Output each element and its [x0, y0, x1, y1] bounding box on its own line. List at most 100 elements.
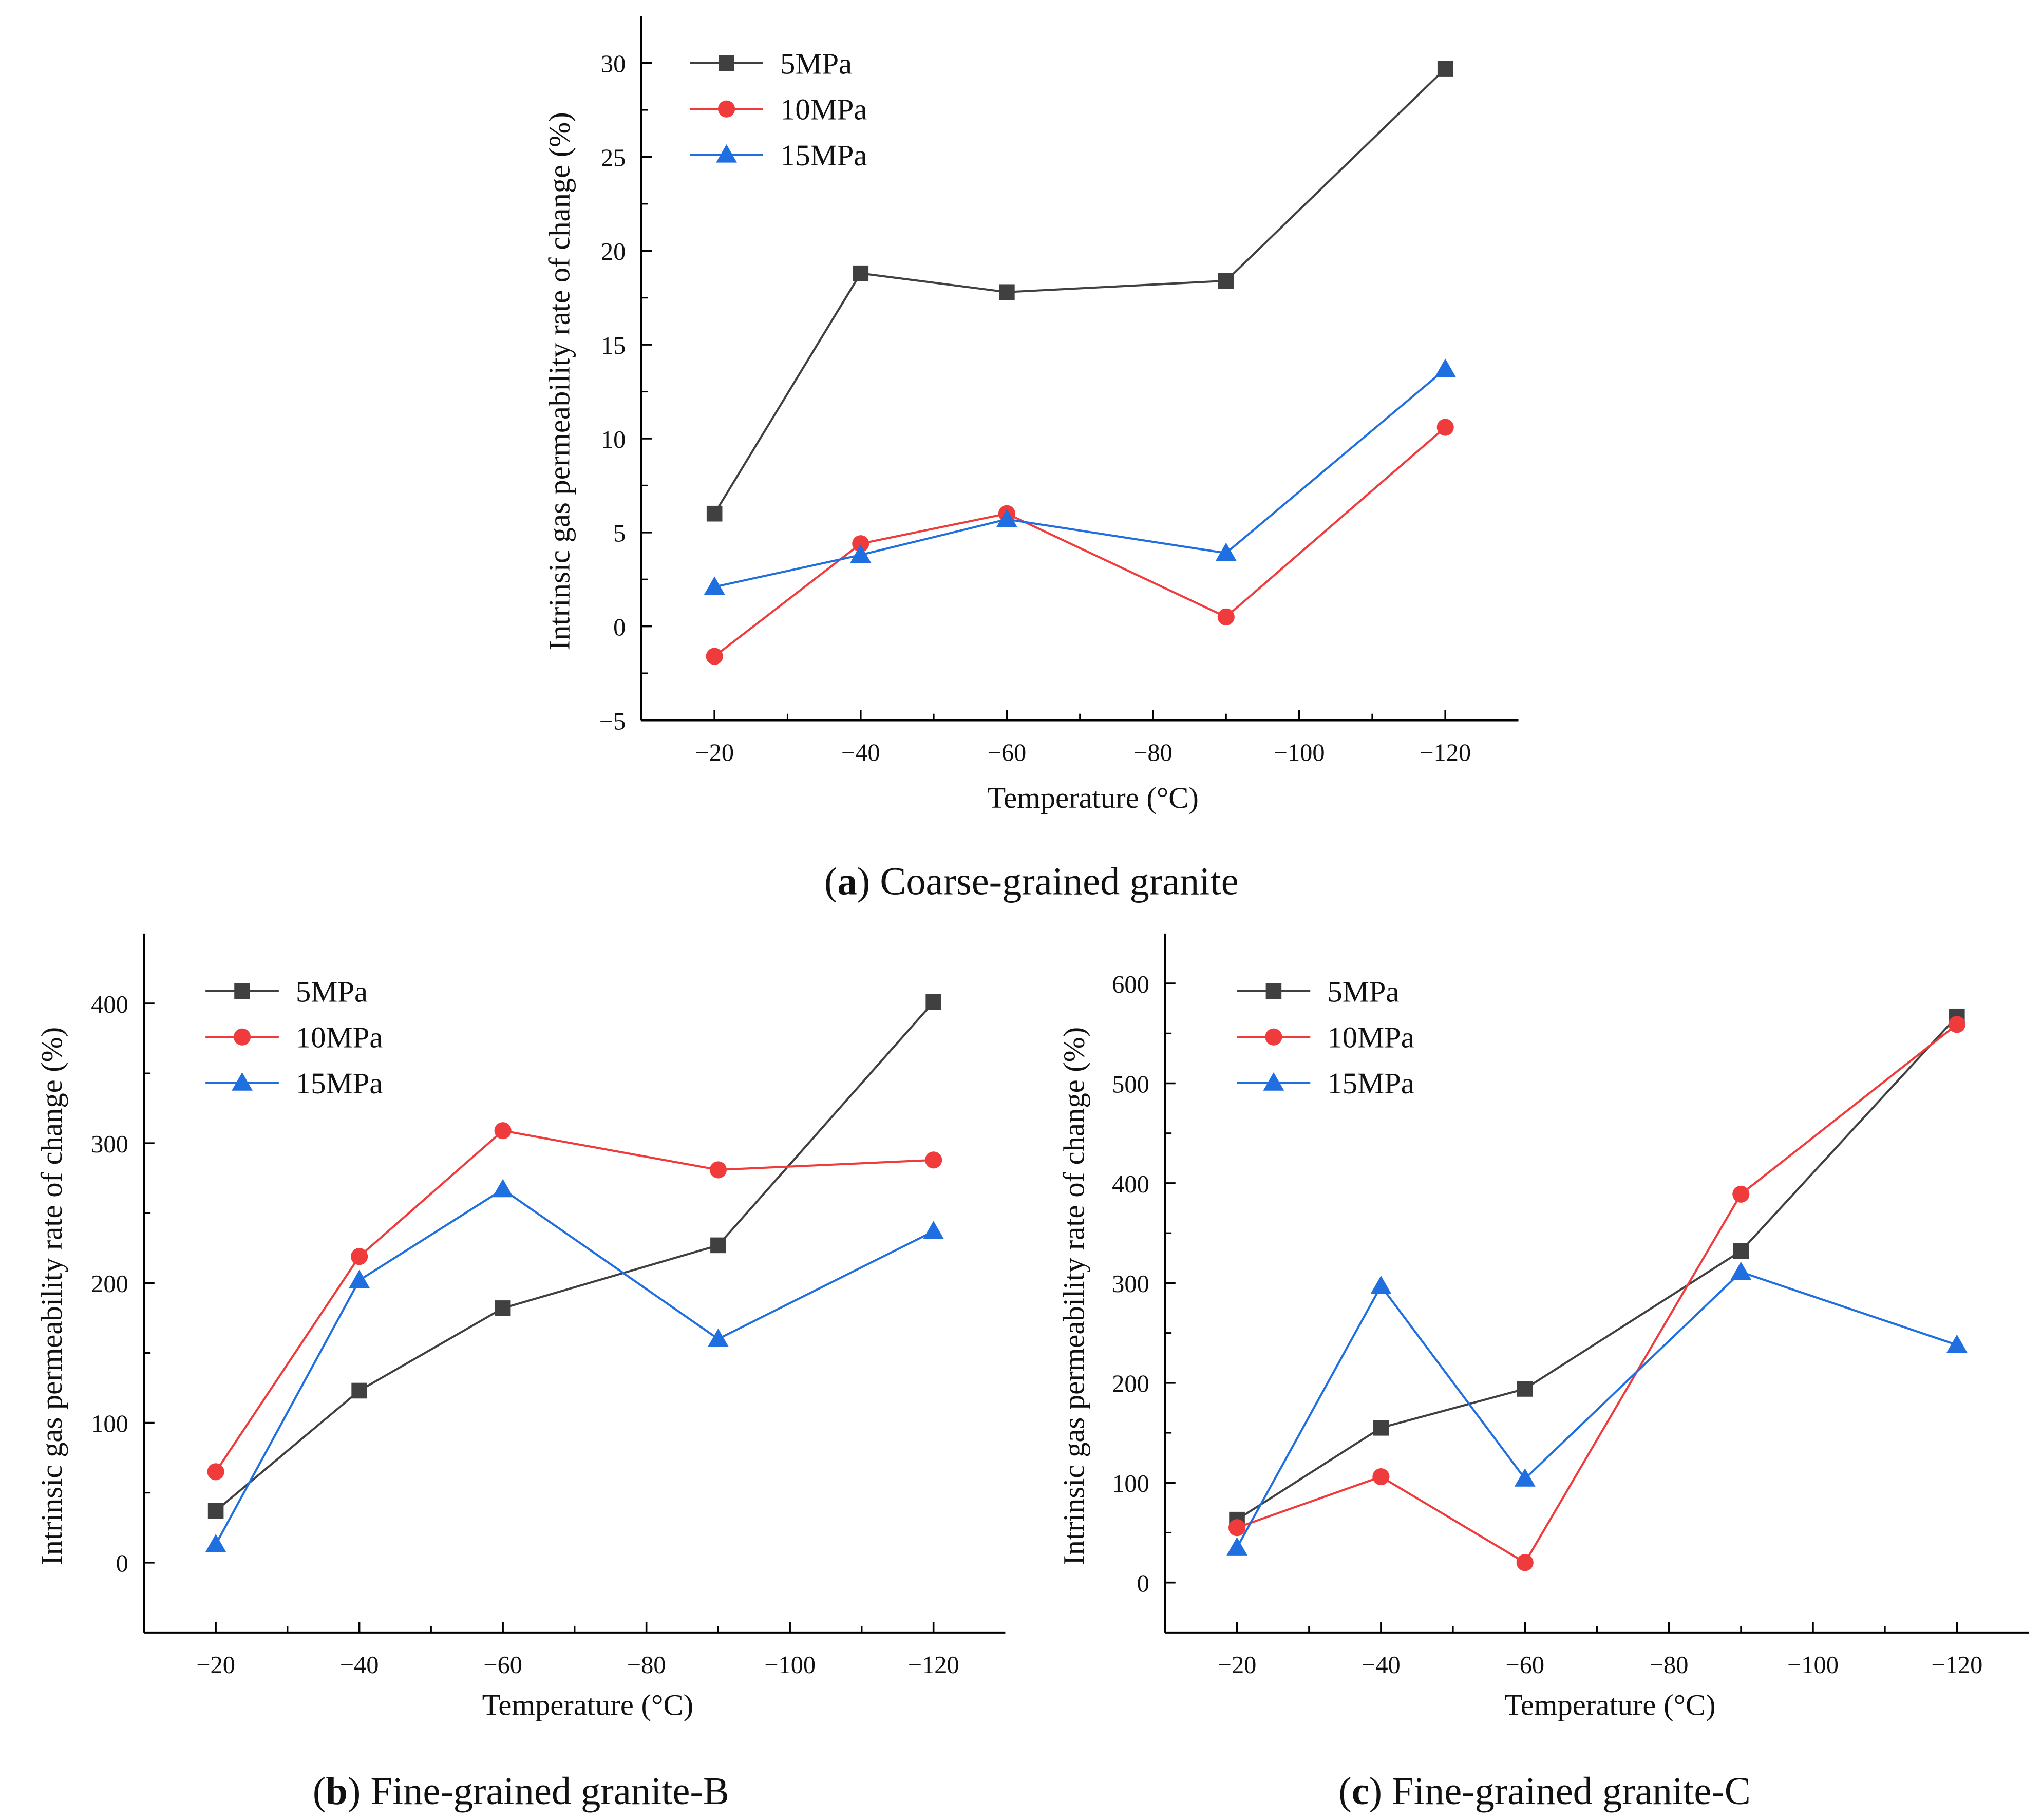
data-point [494, 1122, 512, 1140]
series-5MPa [706, 61, 1453, 522]
data-point [999, 284, 1015, 300]
data-point [1733, 1243, 1749, 1259]
caption-letter: c [1352, 1769, 1369, 1813]
series-line [1236, 1023, 1958, 1564]
data-point [709, 1161, 727, 1179]
legend-item: 10MPa [205, 1021, 383, 1054]
x-tick-label: −100 [1787, 1652, 1839, 1679]
y-tick-label: 500 [1112, 1071, 1149, 1098]
legend-label: 15MPa [780, 139, 867, 172]
data-point [852, 535, 869, 553]
x-tick-label: −40 [340, 1652, 379, 1679]
x-tick-label: −80 [1650, 1652, 1689, 1679]
data-point [1436, 419, 1454, 436]
y-axis-label: Intrinsic gas permeability rate of chang… [1057, 1027, 1090, 1565]
legend-marker [716, 144, 737, 163]
y-tick-label: 15 [601, 332, 626, 359]
data-point [1228, 1519, 1246, 1537]
series-line [714, 368, 1446, 588]
y-axis-label: Intrinsic gas permeability rate of chang… [543, 112, 576, 650]
x-axis-label: Temperature (°C) [987, 781, 1199, 814]
data-point [349, 1269, 370, 1288]
y-tick-label: 30 [601, 50, 626, 78]
data-point [1437, 61, 1453, 77]
legend-item: 5MPa [205, 975, 368, 1008]
y-tick-label: 10 [601, 426, 626, 453]
x-tick-label: −100 [1274, 739, 1325, 766]
y-tick-label: 400 [1112, 1171, 1149, 1198]
data-point [710, 1237, 726, 1254]
series-line [1236, 1271, 1957, 1548]
x-tick-label: −120 [1420, 739, 1471, 766]
y-tick-label: −5 [599, 708, 626, 735]
y-tick-label: 0 [1137, 1570, 1149, 1598]
chart-caption: (a) Coarse-grained granite [824, 859, 1239, 903]
data-point [1226, 1537, 1247, 1556]
legend-marker [1265, 983, 1282, 999]
caption-text: ) Fine-grained granite-C [1369, 1769, 1751, 1813]
legend-item: 15MPa [1237, 1067, 1414, 1100]
legend-item: 15MPa [205, 1067, 383, 1100]
y-tick-label: 5 [613, 520, 626, 547]
x-tick-label: −60 [1505, 1652, 1544, 1679]
x-tick-label: −20 [1218, 1652, 1257, 1679]
x-axis-label: Temperature (°C) [1504, 1688, 1716, 1721]
data-point [1434, 358, 1456, 377]
legend-marker [1263, 1072, 1284, 1091]
y-tick-label: 200 [91, 1271, 128, 1298]
data-point [706, 505, 723, 522]
series-10MPa [207, 1122, 942, 1481]
y-tick-label: 0 [116, 1550, 128, 1578]
caption-paren-open: ( [824, 859, 837, 903]
series-15MPa [1226, 1261, 1968, 1556]
legend-marker [1265, 1028, 1282, 1046]
data-point [925, 1151, 942, 1169]
x-tick-label: −20 [695, 739, 734, 766]
legend-marker [233, 1028, 251, 1046]
caption-text: ) Fine-grained granite-B [348, 1769, 729, 1813]
data-point [1732, 1185, 1750, 1203]
data-point [925, 994, 941, 1010]
data-point [704, 576, 725, 595]
data-point [706, 648, 723, 665]
data-point [205, 1534, 226, 1552]
x-axis-label: Temperature (°C) [482, 1688, 694, 1721]
x-tick-label: −40 [1362, 1652, 1401, 1679]
data-point [1372, 1468, 1390, 1486]
data-point [996, 508, 1017, 527]
y-tick-label: 300 [91, 1131, 128, 1158]
x-tick-label: −60 [483, 1652, 522, 1679]
y-tick-label: 25 [601, 144, 626, 172]
legend-label: 10MPa [296, 1021, 383, 1054]
x-tick-label: −20 [196, 1652, 235, 1679]
chart-b: −20 −40 −60 −80 −100 −120 0 100 200 300 400 Tempera… [35, 933, 1006, 1813]
data-point [1218, 273, 1234, 289]
x-tick-label: −80 [627, 1652, 666, 1679]
legend-marker [234, 983, 250, 999]
legend-label: 15MPa [296, 1067, 383, 1100]
series-10MPa [1228, 1016, 1965, 1571]
data-point [1217, 608, 1235, 625]
data-point [1946, 1334, 1968, 1353]
legend-marker [719, 55, 734, 71]
data-point [708, 1328, 729, 1347]
chart-caption: (b) Fine-grained granite-B [313, 1769, 729, 1813]
caption-letter: b [326, 1769, 348, 1813]
legend-label: 5MPa [780, 47, 852, 80]
x-tick-label: −80 [1133, 739, 1173, 766]
y-tick-label: 300 [1112, 1271, 1149, 1298]
legend-marker [717, 100, 735, 118]
data-point [1514, 1468, 1536, 1487]
legend-item: 10MPa [690, 93, 867, 126]
chart-c: −20 −40 −60 −80 −100 −120 0 100 200 300 400 500 600 T… [1057, 933, 2029, 1813]
legend-label: 10MPa [1327, 1021, 1414, 1054]
caption-letter: a [838, 859, 857, 903]
data-point [923, 1221, 944, 1239]
legend-item: 5MPa [1237, 975, 1399, 1008]
x-tick-label: −40 [841, 739, 880, 766]
series-5MPa [207, 994, 941, 1519]
legend-marker [232, 1072, 253, 1091]
y-tick-label: 100 [91, 1410, 128, 1437]
series-15MPa [205, 1179, 944, 1552]
